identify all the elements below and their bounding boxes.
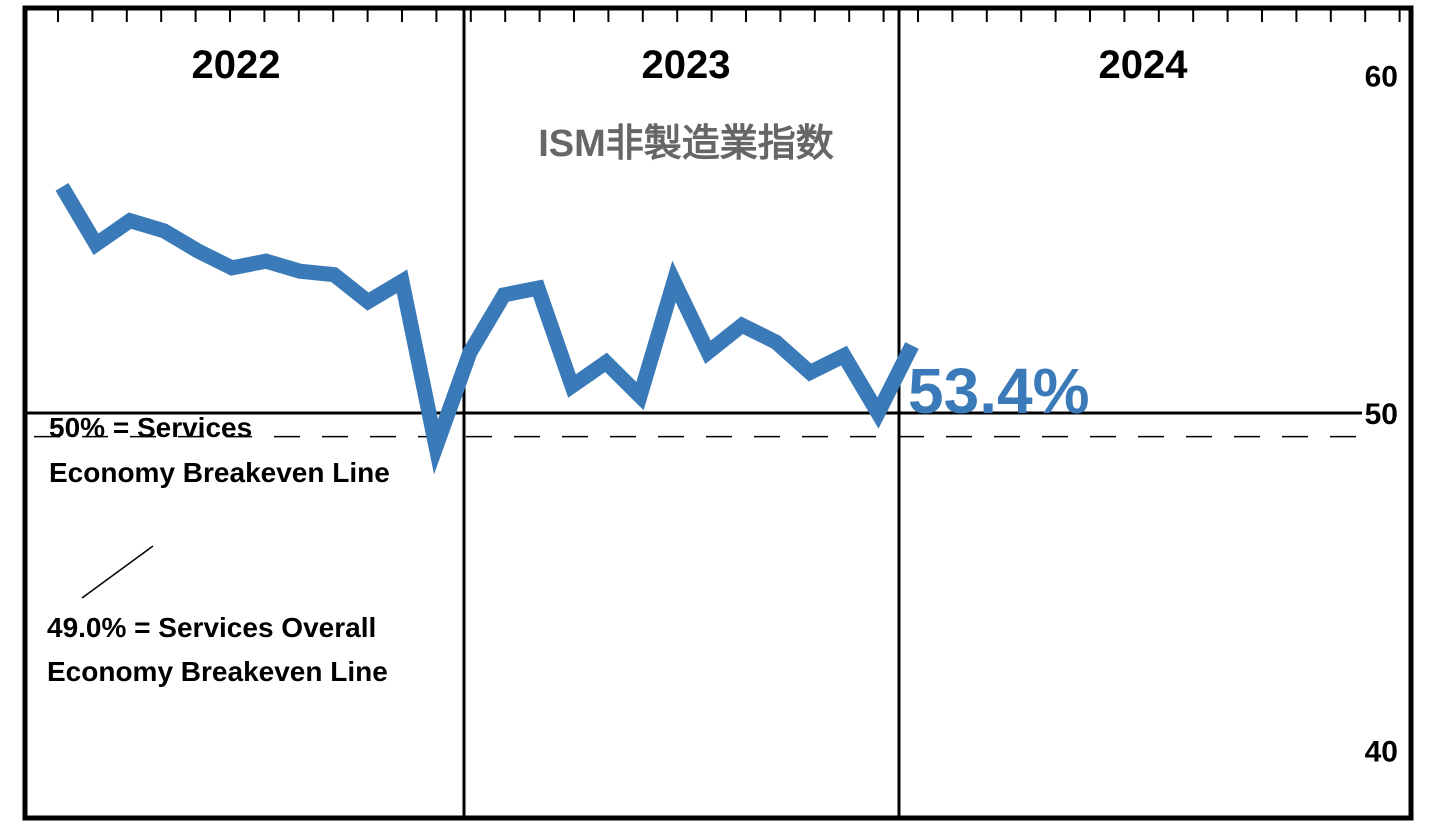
chart-title: ISM非製造業指数: [538, 123, 834, 165]
note-49-line1: 49.0% = Services Overall: [47, 612, 376, 643]
dashed-line-pointer: [81, 545, 154, 599]
y-tick-label-40: 40: [1365, 736, 1398, 769]
series-points: [61, 186, 913, 447]
note-50-line1: 50% = Services: [49, 412, 252, 443]
note-49-line2: Economy Breakeven Line: [47, 656, 388, 687]
year-label-2024: 2024: [1099, 43, 1189, 87]
last-value-label: 53.4%: [908, 355, 1089, 427]
year-label-2022: 2022: [192, 43, 281, 87]
y-tick-label-60: 60: [1365, 61, 1398, 94]
series-line: [55, 183, 919, 475]
year-label-2023: 2023: [642, 43, 731, 87]
top-month-ticks: [57, 10, 1401, 22]
y-tick-label-50: 50: [1365, 398, 1398, 431]
note-50-line2: Economy Breakeven Line: [49, 457, 390, 488]
chart-frame: [22, 5, 1414, 821]
